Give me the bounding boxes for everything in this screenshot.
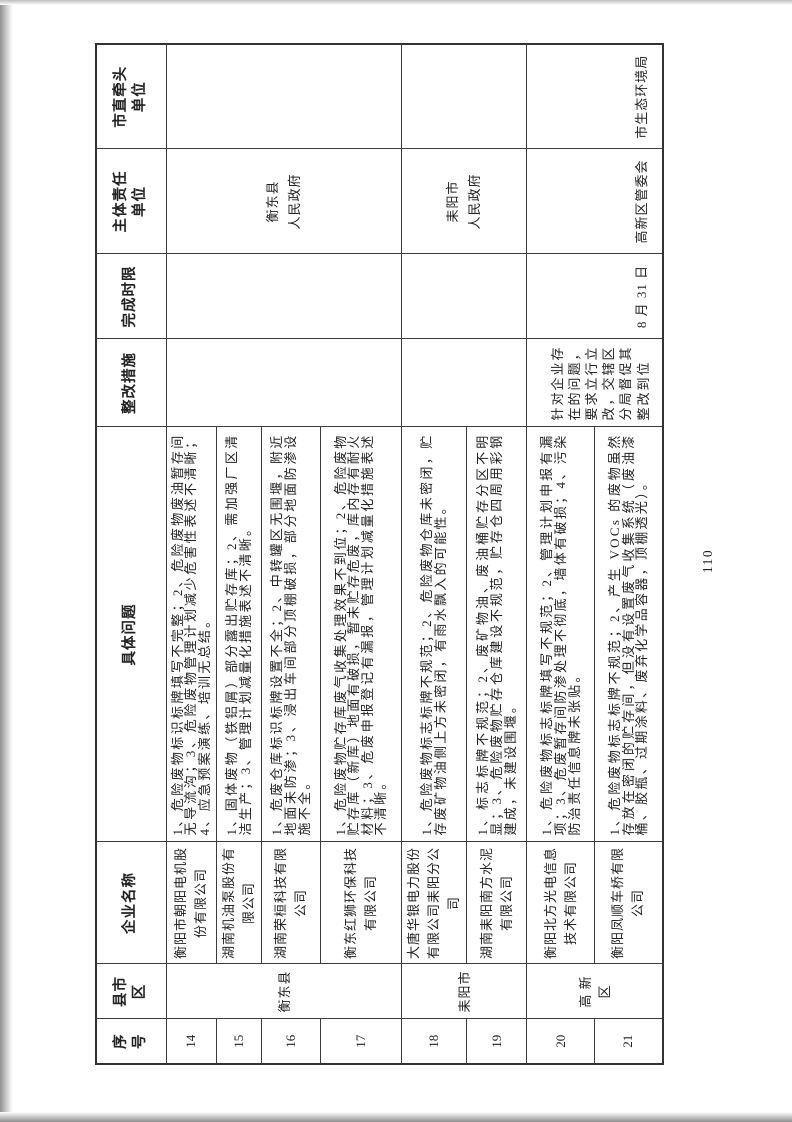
- seq-cell-14: 14: [166, 1019, 216, 1064]
- header-cell-county: 县市 区: [96, 964, 166, 1019]
- lead-cell-leiyang: [401, 44, 527, 149]
- problems-cell-19: 1、标志标牌不规范；2、废矿物油、废油桶贮存分区不明显；3、危险废物贮存仓库建设…: [466, 427, 527, 842]
- company-cell-19: 湖南耒阳南方水泥有限公司: [466, 842, 527, 964]
- header-cell-problems: 具体问题: [96, 427, 166, 842]
- deadline-cell-leiyang: [401, 254, 527, 339]
- problems-cell-14: 1、危险废物标识标牌填写不完整；2、危险废物废油暂存间无导流沟；3、危险废物管理…: [166, 427, 216, 842]
- table-row: 20 高 新 区 衡阳北方光电信息技术有限公司 1、危险废物标志标牌填写不规范；…: [526, 44, 663, 1064]
- header-cell-lead: 市直牵头 单位: [96, 44, 166, 149]
- responsible-cell-hengdong: 衡东县 人民政府: [166, 149, 402, 254]
- seq-cell-17: 17: [320, 1019, 402, 1064]
- page-number: 110: [700, 548, 715, 574]
- company-cell-21: 衡阳凤顺车桥有限公司: [594, 842, 663, 964]
- header-cell-responsible: 主体责任 单位: [96, 149, 166, 254]
- header-cell-deadline: 完成时限: [96, 254, 166, 339]
- county-cell-hengdong: 衡东县: [166, 964, 402, 1019]
- scan-edge-top: [0, 0, 792, 5]
- table-row: 18 耒阳市 大唐华银电力股份有限公司耒阳分公司 1、危险废物标志标牌不规范；2…: [401, 44, 527, 1064]
- problems-cell-15: 1、固体废物（铁铝屑）部分露出贮存库；2、需加强厂区清洁生产；3、管理计划减量化…: [216, 427, 262, 842]
- company-cell-17: 衡东红狮环保科技有限公司: [320, 842, 402, 964]
- scan-edge-left: [0, 0, 13, 1122]
- county-cell-leiyang: 耒阳市: [401, 964, 527, 1019]
- responsible-cell-gaoxin: 高新区管委会: [526, 149, 663, 254]
- county-cell-gaoxin: 高 新 区: [526, 964, 663, 1019]
- measures-cell-leiyang: [401, 339, 527, 427]
- lead-cell-gaoxin: 市生态环境局: [526, 44, 663, 149]
- seq-cell-16: 16: [261, 1019, 321, 1064]
- measures-cell-gaoxin: 针对企业存在的问题，要求立行立改，交辖区分局督促其整改到位: [526, 339, 663, 427]
- seq-cell-20: 20: [526, 1019, 595, 1064]
- lead-cell-hengdong: [166, 44, 402, 149]
- seq-cell-15: 15: [216, 1019, 262, 1064]
- seq-cell-19: 19: [466, 1019, 527, 1064]
- header-cell-seq: 序 号: [96, 1019, 166, 1064]
- seq-cell-21: 21: [594, 1019, 663, 1064]
- deadline-cell-gaoxin: 8 月 31 日: [526, 254, 663, 339]
- header-row: 序 号 县市 区 企业名称 具体问题 整改措施 完成时限 主体责任 单位 市直牵…: [96, 44, 166, 1064]
- responsible-cell-leiyang: 耒阳市 人民政府: [401, 149, 527, 254]
- company-cell-16: 湖南荣桓科技有限公司: [261, 842, 321, 964]
- header-cell-measures: 整改措施: [96, 339, 166, 427]
- problems-cell-21: 1、危险废物标志标牌不规范；2、产生 VOCs 的废物虽然存放在密闭的贮存间，但…: [594, 427, 663, 842]
- company-cell-18: 大唐华银电力股份有限公司耒阳分公司: [401, 842, 467, 964]
- company-cell-15: 湖南机油泵股份有限公司: [216, 842, 262, 964]
- table-row: 14 衡东县 衡阳市朝阳电机股份有限公司 1、危险废物标识标牌填写不完整；2、危…: [166, 44, 402, 1064]
- header-cell-company: 企业名称: [96, 842, 166, 964]
- scan-edge-bottom: [0, 1112, 792, 1122]
- inspection-table: 序 号 县市 区 企业名称 具体问题 整改措施 完成时限 主体责任 单位 市直牵…: [95, 43, 664, 1065]
- measures-cell-hengdong: [166, 339, 402, 427]
- deadline-cell-hengdong: [166, 254, 402, 339]
- problems-cell-20: 1、危险废物标志标牌填写不规范；2、管理计划申报有漏项；3、危废暂存间防渗处理不…: [526, 427, 595, 842]
- problems-cell-16: 1、危废仓库标识标牌设置不全；2、中转罐区无围堰，附近地面未防渗；3、浸出车间部…: [261, 427, 321, 842]
- problems-cell-17: 1、危险废物贮存库废气收集处理效果不到位；2、危险废物贮存库（新库）地面有破损，…: [320, 427, 402, 842]
- company-cell-20: 衡阳北方光电信息技术有限公司: [526, 842, 595, 964]
- company-cell-14: 衡阳市朝阳电机股份有限公司: [166, 842, 216, 964]
- problems-cell-18: 1、危险废物标志标牌不规范；2、危险废物仓库未密闭，贮存废矿物油侧上方未密闭，有…: [401, 427, 467, 842]
- seq-cell-18: 18: [401, 1019, 467, 1064]
